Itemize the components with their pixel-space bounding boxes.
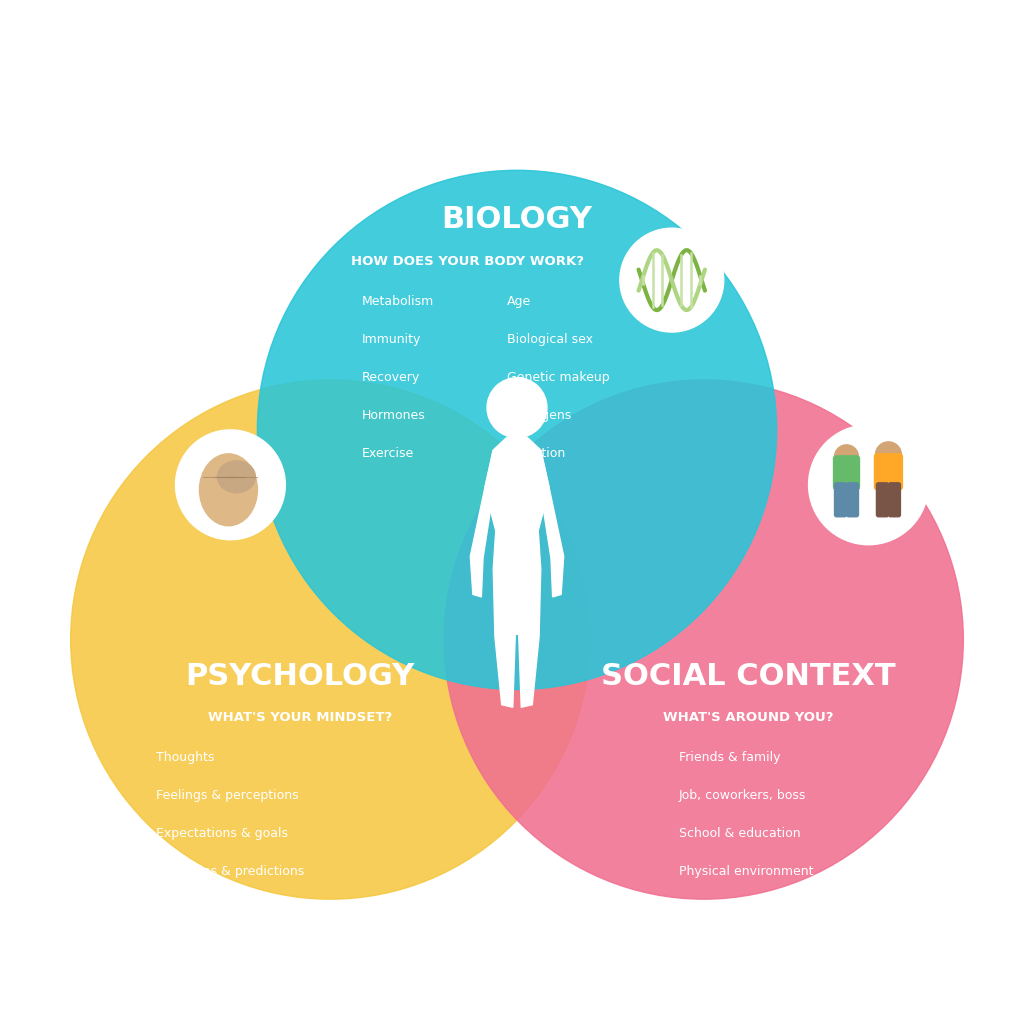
Text: Physical environment: Physical environment [679,865,813,878]
Text: Job, coworkers, boss: Job, coworkers, boss [679,790,806,802]
FancyBboxPatch shape [834,455,859,490]
Text: Culture & society: Culture & society [679,942,787,954]
Text: Hormones: Hormones [363,409,426,422]
Text: Worries: Worries [156,903,202,916]
Text: Biological sex: Biological sex [507,333,593,346]
Text: Worldview & perspective: Worldview & perspective [156,942,311,954]
Circle shape [620,228,724,332]
Polygon shape [540,450,564,597]
Text: THE BIOPSYCHOSOCIAL MODEL: THE BIOPSYCHOSOCIAL MODEL [224,21,809,55]
FancyBboxPatch shape [875,453,903,490]
FancyBboxPatch shape [888,483,901,517]
Circle shape [257,170,777,690]
Ellipse shape [199,453,257,526]
Circle shape [487,378,546,437]
Circle shape [835,445,858,469]
Text: Memories & predictions: Memories & predictions [156,865,304,878]
Text: SOCIAL CONTEXT: SOCIAL CONTEXT [601,661,896,691]
Text: Friends & family: Friends & family [679,751,780,764]
Circle shape [444,380,964,899]
Circle shape [176,430,285,540]
FancyBboxPatch shape [846,483,858,517]
Text: Values & priorities: Values & priorities [156,979,270,993]
Ellipse shape [218,461,255,493]
Polygon shape [484,437,550,707]
Text: Age: Age [507,296,531,308]
Text: HOW DOES YOUR BODY WORK?: HOW DOES YOUR BODY WORK? [350,255,584,268]
FancyBboxPatch shape [835,483,846,517]
Text: Pathogens: Pathogens [507,409,572,422]
FancyBboxPatch shape [876,483,888,517]
Text: “Tribe” & community: “Tribe” & community [679,903,810,916]
Text: Immunity: Immunity [363,333,421,346]
Text: School & education: School & education [679,827,801,841]
Text: Recovery: Recovery [363,371,420,384]
Text: Feelings & perceptions: Feelings & perceptions [156,790,299,802]
Text: PSYCHOLOGY: PSYCHOLOGY [186,661,415,691]
Circle shape [70,380,590,899]
Text: WHAT'S AROUND YOU?: WHAT'S AROUND YOU? [663,711,834,725]
Text: Metabolism: Metabolism [363,296,435,308]
Text: Exercise: Exercise [363,447,414,460]
Text: BIOLOGY: BIOLOGY [441,205,593,234]
Circle shape [809,425,929,545]
Text: Digestion: Digestion [507,447,566,460]
Text: Genetic makeup: Genetic makeup [507,371,609,384]
Text: Thoughts: Thoughts [156,751,214,764]
Circle shape [875,442,902,468]
Polygon shape [470,450,493,597]
Text: Expectations & goals: Expectations & goals [156,827,287,841]
Text: WHAT'S YOUR MINDSET?: WHAT'S YOUR MINDSET? [209,711,393,725]
